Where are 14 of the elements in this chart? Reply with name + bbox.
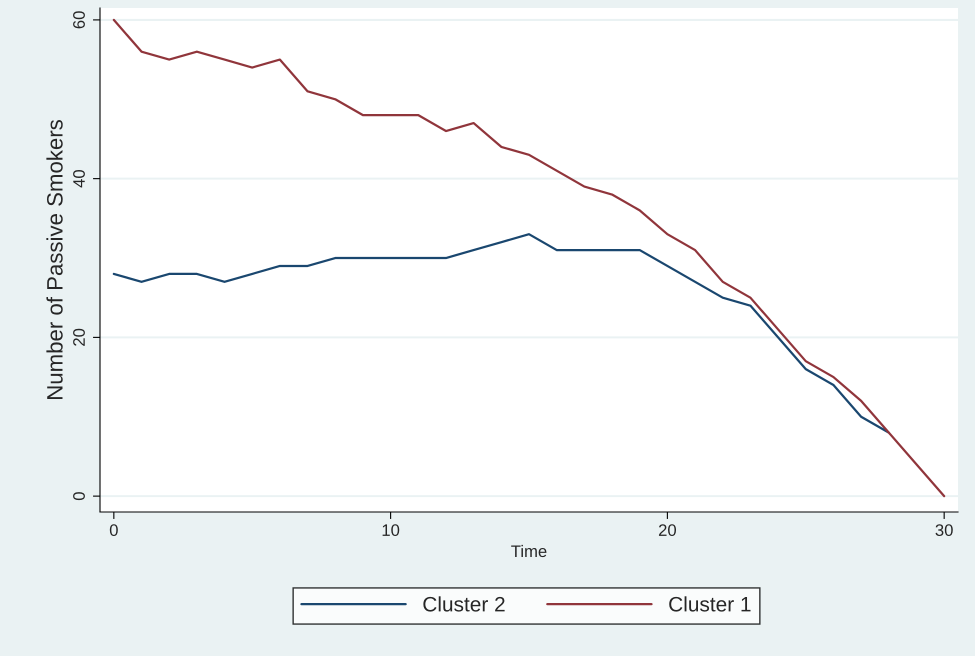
y-tick-label: 20	[73, 328, 85, 346]
y-tick-label: 60	[73, 11, 85, 28]
legend-label: Cluster 2	[423, 596, 505, 612]
y-tick-label: 40	[73, 170, 85, 188]
x-axis-title: Time	[511, 544, 546, 558]
x-tick-label: 10	[382, 524, 400, 536]
line-series	[112, 233, 890, 434]
x-tick-label: 0	[110, 524, 118, 536]
legend-label: Cluster 1	[669, 596, 751, 612]
line-series	[112, 18, 946, 498]
x-tick-label: 20	[658, 524, 676, 536]
y-tick-label: 0	[73, 492, 85, 500]
x-tick-label: 30	[936, 524, 953, 536]
y-axis-title: Number of Passive Smokers	[46, 120, 63, 399]
